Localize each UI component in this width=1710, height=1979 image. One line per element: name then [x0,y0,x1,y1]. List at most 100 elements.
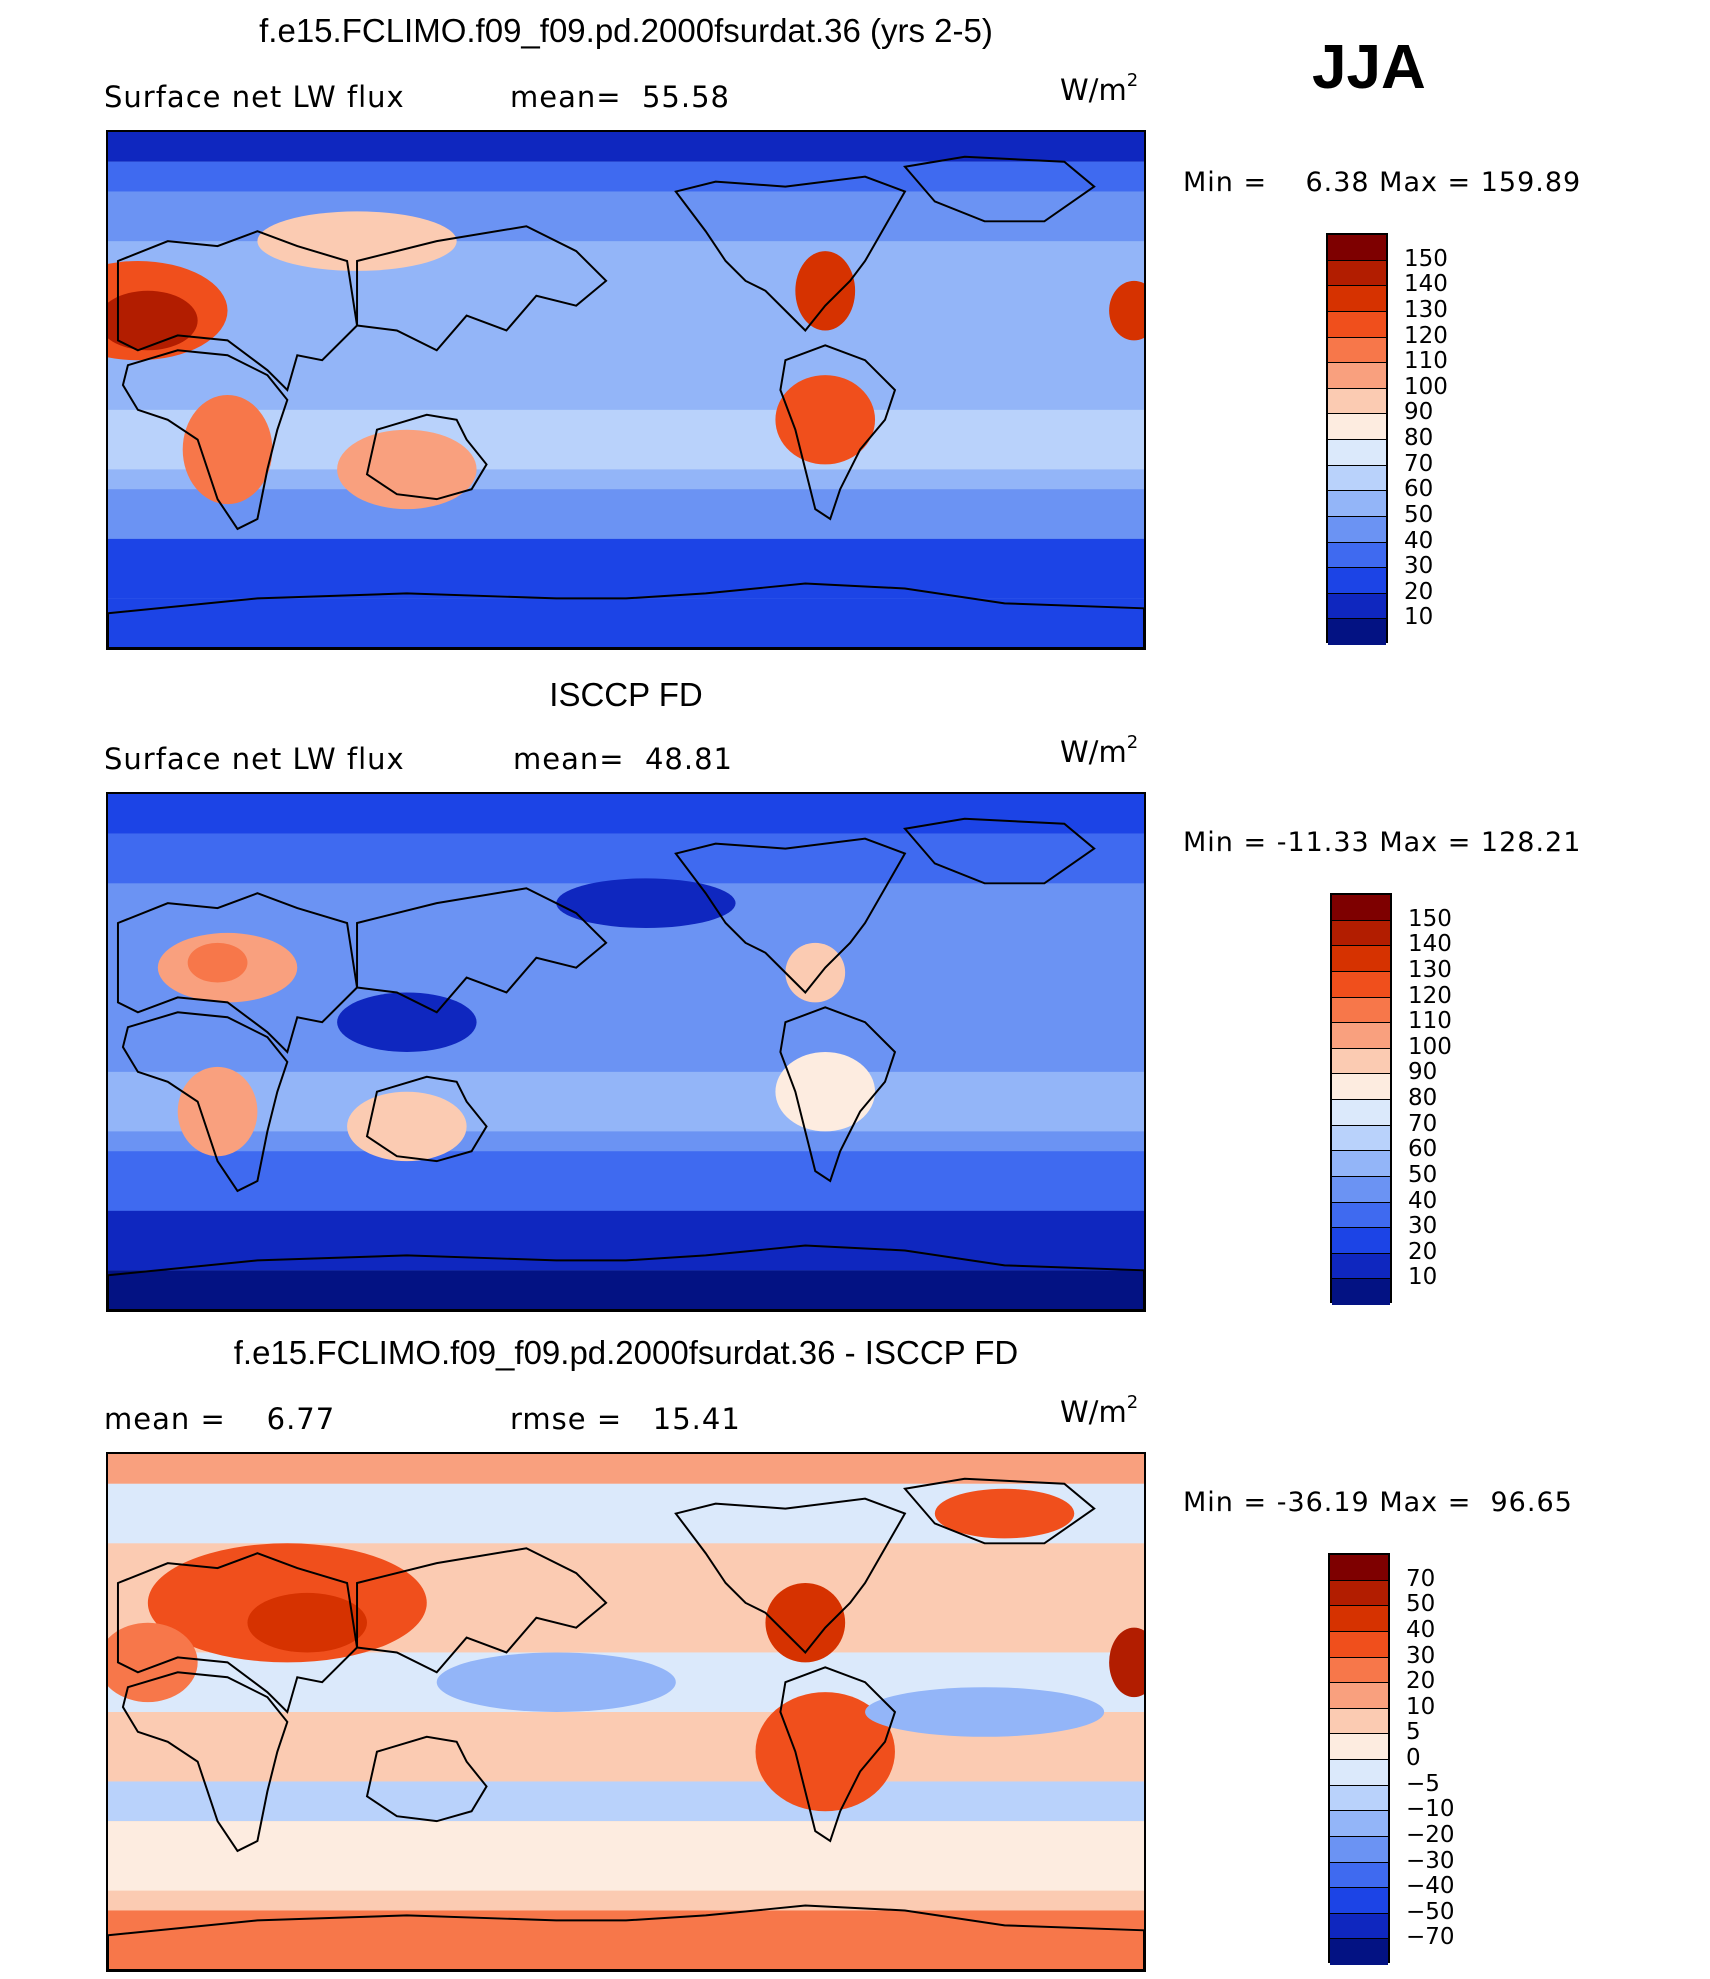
colorbar-swatch [1330,1631,1388,1658]
map-field-region [795,251,856,331]
panel-1-variable-label: Surface net LW flux [104,80,405,114]
map-field-region [1109,1627,1144,1698]
map-field-region [865,1687,1105,1737]
season-label: JJA [1312,33,1426,102]
colorbar-tick-label: 20 [1408,1238,1438,1265]
panel-1-colorbar [1326,233,1388,645]
colorbar-tick-label: 50 [1404,501,1434,528]
colorbar-swatch [1328,516,1386,543]
colorbar-tick-label: 40 [1408,1187,1438,1214]
colorbar-swatch [1330,1606,1388,1632]
colorbar-swatch [1332,1176,1390,1203]
colorbar-tick-label: 40 [1404,527,1434,554]
units-exponent: 2 [1126,732,1139,753]
coastline [903,1477,1096,1545]
colorbar-tick-label: −10 [1406,1796,1455,1823]
colorbar-swatch [1330,1708,1388,1735]
colorbar-tick-label: 70 [1408,1110,1438,1137]
colorbar-tick-label: 10 [1408,1264,1438,1291]
map-field [108,132,1144,648]
panel-2-colorbar [1330,893,1392,1305]
colorbar-swatch [1332,1228,1390,1254]
colorbar-tick-label: −70 [1406,1924,1455,1951]
colorbar-swatch [1328,593,1386,620]
colorbar-swatch [1332,1074,1390,1100]
colorbar-tick-label: 130 [1408,956,1452,983]
panel-1-mean-label: mean= 55.58 [510,80,730,114]
colorbar-tick-label: 60 [1408,1136,1438,1163]
colorbar-swatch [1328,465,1386,492]
colorbar-swatch [1332,920,1390,947]
colorbar-swatch [1328,363,1386,389]
coastline [121,349,289,531]
panel-3-title: f.e15.FCLIMO.f09_f09.pd.2000fsurdat.36 -… [233,1334,1019,1371]
colorbar-swatch [1328,286,1386,312]
map-field-region [337,429,477,510]
colorbar-swatch [1330,1580,1388,1607]
map-field-region [247,1592,367,1653]
colorbar-swatch [1332,1279,1390,1305]
map-latitude-band [108,1270,1144,1310]
colorbar-swatch [1330,1683,1388,1709]
panel-2-units: W/m2 [1060,732,1138,769]
coastline [356,1547,608,1674]
colorbar-tick-label: 90 [1404,399,1434,426]
colorbar-swatch [1330,1862,1388,1889]
map-latitude-band [108,1781,1144,1822]
panel-1-title: f.e15.FCLIMO.f09_f09.pd.2000fsurdat.36 (… [259,12,993,49]
units-text: W/m [1060,73,1127,107]
map-latitude-band [108,538,1144,599]
colorbar-tick-label: 30 [1408,1213,1438,1240]
colorbar-tick-label: 140 [1404,271,1448,298]
colorbar-swatch [1330,1760,1388,1786]
map-field-region [187,942,248,983]
colorbar-swatch [1332,1202,1390,1229]
colorbar-swatch [1332,946,1390,972]
colorbar-tick-label: 120 [1408,982,1452,1009]
map-field-region [182,394,273,505]
colorbar-tick-label: 130 [1404,296,1448,323]
map-latitude-band [108,794,1144,834]
colorbar-swatch [1328,388,1386,415]
map-field-region [337,992,477,1052]
panel-1-minmax: Min = 6.38 Max = 159.89 [1183,167,1582,198]
map-latitude-band [108,489,1144,539]
colorbar-swatch [1332,1125,1390,1152]
panel-1-map [106,130,1146,650]
colorbar-tick-label: 40 [1406,1616,1436,1643]
units-exponent: 2 [1126,70,1139,91]
colorbar-swatch [1332,971,1390,998]
map-field-region [765,1583,846,1663]
panel-3-minmax: Min = -36.19 Max = 96.65 [1183,1487,1573,1518]
coastline [674,1497,907,1654]
colorbar-swatch [1328,568,1386,594]
colorbar-swatch [1330,1811,1388,1837]
coastline [779,1006,897,1183]
map-latitude-band [108,1151,1144,1211]
coastline [108,582,1144,648]
map-latitude-band [108,161,1144,192]
colorbar-swatch [1330,1734,1388,1760]
map-field [108,794,1144,1310]
panel-3-rmse-label: rmse = 15.41 [510,1402,741,1436]
colorbar-swatch [1328,440,1386,466]
colorbar-swatch [1330,1939,1388,1965]
colorbar-tick-label: 70 [1404,450,1434,477]
map-field-region [755,1692,895,1812]
units-text: W/m [1060,1395,1127,1429]
colorbar-tick-label: 80 [1408,1085,1438,1111]
coastline [356,887,608,1014]
colorbar-tick-label: −5 [1406,1770,1440,1797]
colorbar-swatch [1328,311,1386,338]
panel-3-units: W/m2 [1060,1392,1138,1429]
panel-3-map [106,1452,1146,1972]
colorbar-swatch [1330,1888,1388,1914]
map-field-region [177,1066,258,1157]
colorbar-swatch [1332,1023,1390,1049]
coastline [365,1075,488,1163]
colorbar-tick-label: −20 [1406,1821,1455,1848]
colorbar-tick-label: 10 [1404,604,1434,631]
map-field-region [775,1052,876,1132]
panel-3-mean-label: mean = 6.77 [104,1402,336,1436]
coastline [116,1552,359,1714]
